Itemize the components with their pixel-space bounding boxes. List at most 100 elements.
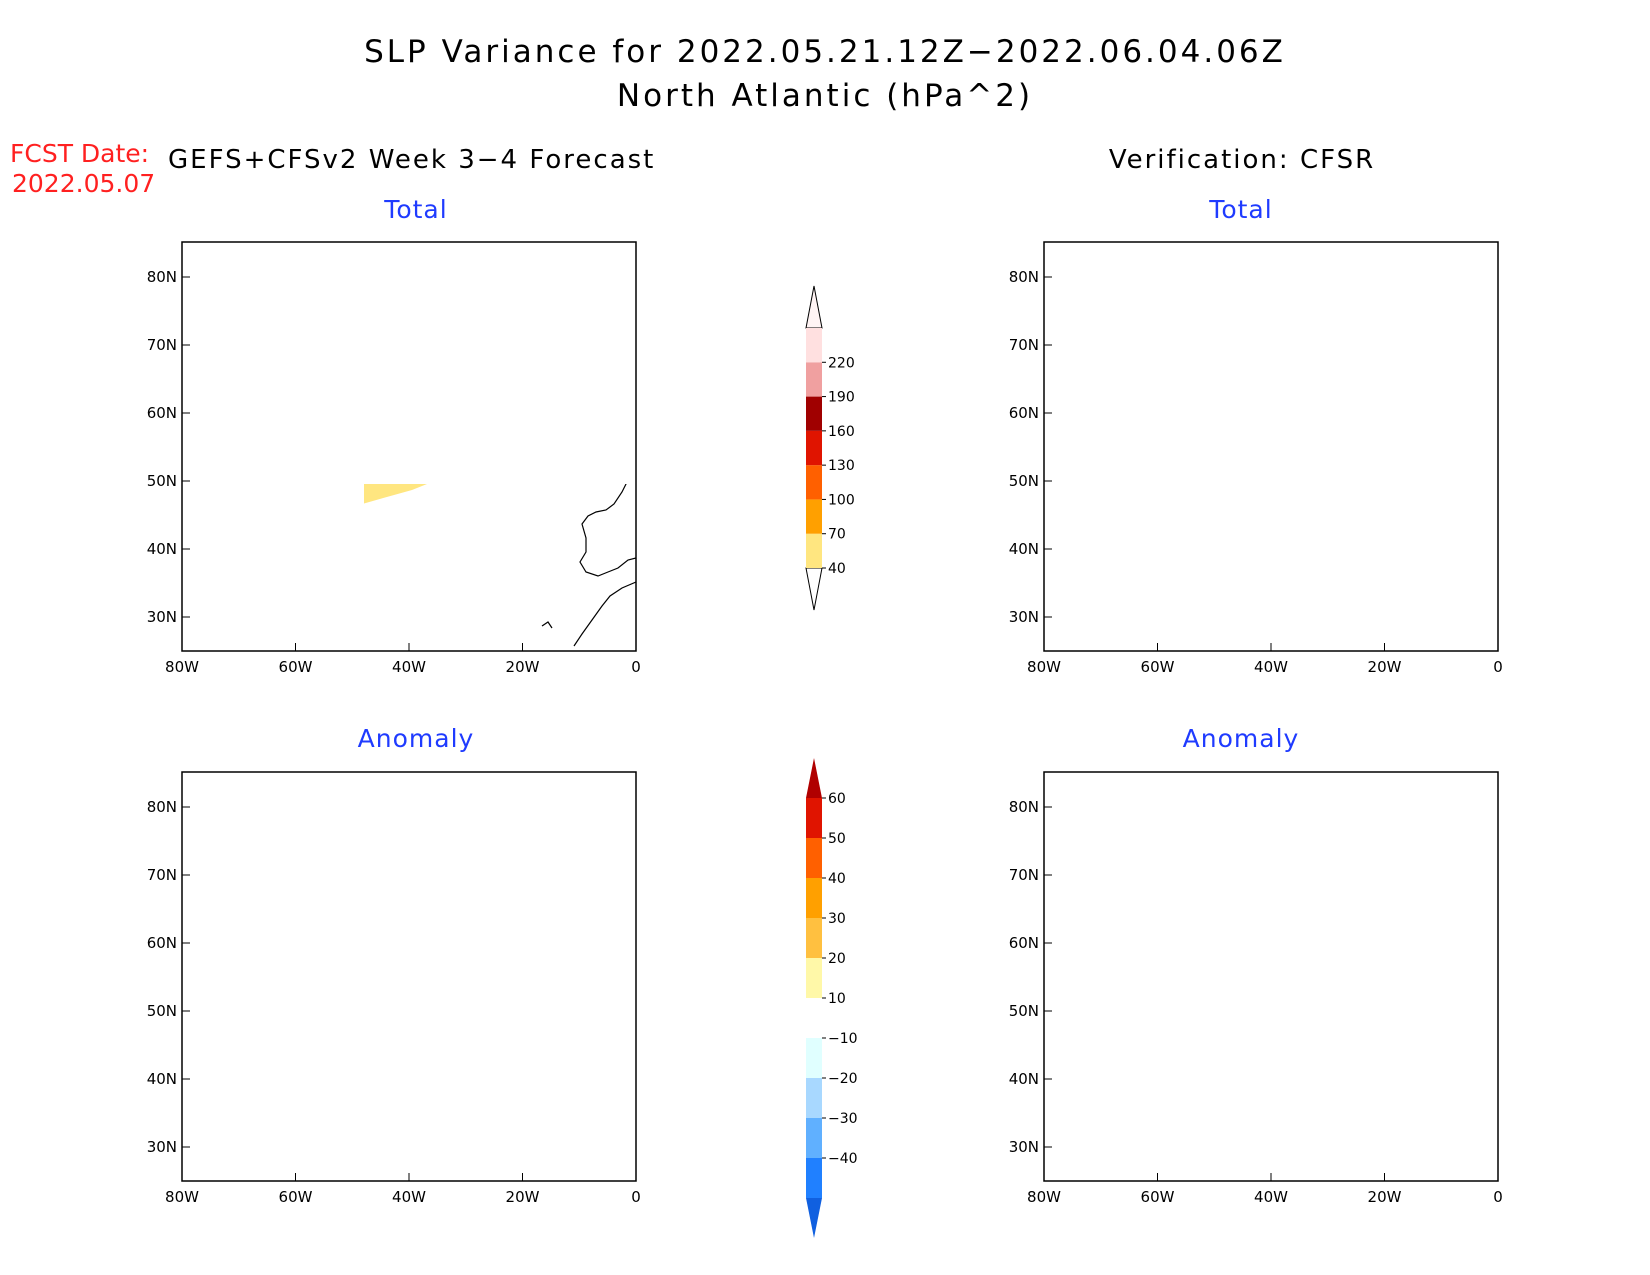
- colorbar-label: 60: [828, 791, 846, 807]
- colorbar-swatch: [806, 1078, 822, 1118]
- colorbar-label: 50: [828, 831, 846, 847]
- colorbar-swatch: [806, 396, 822, 431]
- anomaly-shading: [1256, 952, 1276, 976]
- colorbar-label: 10: [828, 991, 846, 1007]
- lat-tick-label: 80N: [1009, 268, 1039, 286]
- lon-tick-label: 80W: [165, 1188, 199, 1206]
- colorbar-label: 220: [828, 355, 855, 371]
- lon-tick-label: 40W: [1254, 1188, 1288, 1206]
- fcst-date: 2022.05.07: [12, 169, 155, 198]
- anomaly-shading: [1044, 778, 1498, 948]
- colorbar-label: −10: [828, 1031, 858, 1047]
- total-colorbar: 40 70 100 130 160 190 220: [805, 285, 855, 611]
- lat-tick-label: 70N: [147, 866, 177, 884]
- variance-shading: [1044, 374, 1124, 410]
- variance-shading: [1074, 278, 1294, 324]
- forecast-total-map: [181, 241, 637, 652]
- anomaly-shading: [1334, 870, 1430, 910]
- anomaly-shading: [1244, 936, 1290, 994]
- lon-tick-label: 40W: [392, 658, 426, 676]
- colorbar-upper-arrow: [806, 758, 822, 798]
- lon-tick-label: 0: [631, 658, 641, 676]
- colorbar-label: 130: [828, 458, 855, 474]
- lon-tick-label: 20W: [506, 1188, 540, 1206]
- colorbar-lower-arrow: [805, 567, 823, 611]
- anomaly-shading: [1044, 812, 1260, 912]
- lat-tick-label: 60N: [147, 404, 177, 422]
- colorbar-swatch: [806, 465, 822, 500]
- lat-tick-label: 30N: [147, 608, 177, 626]
- anomaly-shading: [1134, 1030, 1158, 1056]
- lat-tick-label: 80N: [1009, 798, 1039, 816]
- lat-tick-label: 70N: [147, 336, 177, 354]
- lat-tick-label: 40N: [1009, 1070, 1039, 1088]
- colorbar-swatch: [806, 362, 822, 397]
- colorbar-swatch: [806, 878, 822, 918]
- lon-tick-label: 60W: [279, 658, 313, 676]
- lat-tick-label: 60N: [147, 934, 177, 952]
- lat-tick-label: 40N: [1009, 540, 1039, 558]
- colorbar-swatch: [806, 1118, 822, 1158]
- lon-tick-label: 20W: [1368, 1188, 1402, 1206]
- anomaly-colorbar: 60 50 40 30 20 10 −10 −20 −30 −40: [806, 758, 858, 1238]
- variance-shading: [1324, 402, 1498, 442]
- verif-anomaly-map: [1043, 771, 1499, 1182]
- main-title: SLP Variance for 2022.05.21.12Z−2022.06.…: [364, 34, 1286, 70]
- lon-tick-label: 80W: [1027, 1188, 1061, 1206]
- map-frame: [1043, 241, 1499, 652]
- variance-shading: [346, 366, 368, 386]
- colorbar-swatch: [806, 1038, 822, 1078]
- colorbar-upper-arrow: [805, 285, 823, 329]
- lat-tick-label: 80N: [147, 798, 177, 816]
- colorbar-label: 40: [828, 871, 846, 887]
- lon-tick-label: 40W: [392, 1188, 426, 1206]
- lat-tick-label: 50N: [1009, 472, 1039, 490]
- colorbar-swatch: [806, 958, 822, 998]
- colorbar-swatch: [806, 998, 822, 1038]
- lat-tick-label: 80N: [147, 268, 177, 286]
- lat-tick-label: 30N: [147, 1138, 177, 1156]
- verif-total-map: [1043, 241, 1499, 652]
- right-column-heading: Verification: CFSR: [1109, 145, 1375, 175]
- left-column-heading: GEFS+CFSv2 Week 3−4 Forecast: [168, 145, 655, 175]
- lat-tick-label: 60N: [1009, 404, 1039, 422]
- map-frame: [1043, 771, 1499, 1182]
- colorbar-swatch: [806, 1158, 822, 1198]
- colorbar-swatch: [806, 798, 822, 838]
- variance-shading: [1254, 412, 1290, 458]
- variance-shading: [364, 484, 427, 504]
- anomaly-shading: [1342, 1072, 1380, 1116]
- colorbar-label: 190: [828, 390, 855, 406]
- lat-tick-label: 70N: [1009, 866, 1039, 884]
- colorbar-label: −30: [828, 1111, 858, 1127]
- verif-total-title: Total: [1208, 195, 1272, 224]
- colorbar-label: −20: [828, 1071, 858, 1087]
- variance-shading: [1262, 422, 1282, 448]
- anomaly-shading: [1204, 1106, 1230, 1124]
- variance-shading: [1244, 350, 1424, 476]
- map-frame: [181, 771, 637, 1182]
- lon-tick-label: 80W: [165, 658, 199, 676]
- colorbar-swatch: [806, 328, 822, 363]
- anomaly-shading: [1184, 958, 1220, 984]
- anomaly-shading: [1354, 882, 1408, 902]
- lon-tick-label: 20W: [1368, 658, 1402, 676]
- lon-tick-label: 60W: [1141, 1188, 1175, 1206]
- lat-tick-label: 30N: [1009, 608, 1039, 626]
- lon-tick-label: 0: [631, 1188, 641, 1206]
- colorbar-swatch: [806, 838, 822, 878]
- anomaly-shading: [1044, 772, 1498, 950]
- verif-anomaly-title: Anomaly: [1183, 724, 1300, 753]
- lon-tick-label: 0: [1493, 1188, 1503, 1206]
- main-subtitle: North Atlantic (hPa^2): [617, 78, 1033, 114]
- anomaly-shading: [400, 938, 430, 966]
- anomaly-shading: [1274, 956, 1454, 1062]
- anomaly-shading: [1044, 806, 1274, 918]
- colorbar-label: 160: [828, 424, 855, 440]
- lon-tick-label: 0: [1493, 658, 1503, 676]
- lon-tick-label: 80W: [1027, 658, 1061, 676]
- lon-tick-label: 20W: [506, 658, 540, 676]
- variance-shading: [1044, 258, 1314, 418]
- colorbar-swatch: [806, 533, 822, 568]
- variance-shading: [322, 278, 482, 358]
